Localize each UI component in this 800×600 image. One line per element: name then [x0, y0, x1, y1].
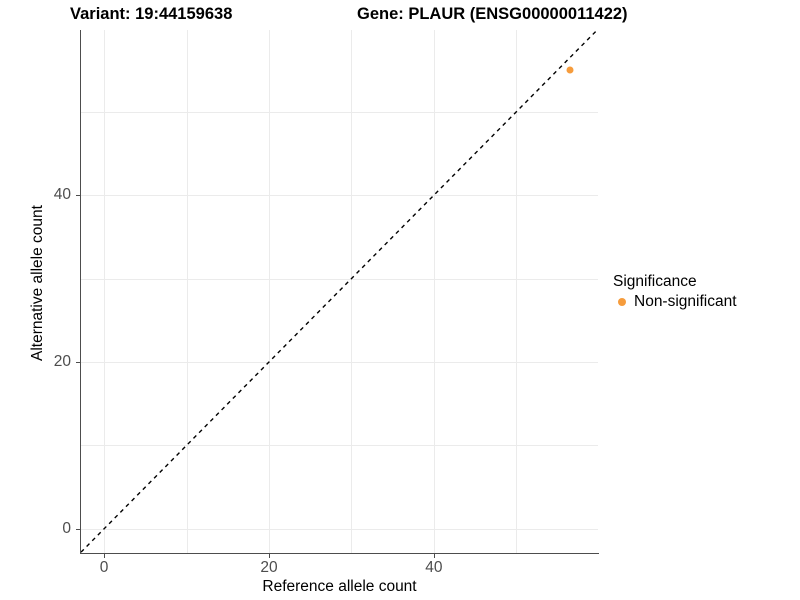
- y-tick-mark: [76, 195, 80, 197]
- title-row: Variant: 19:44159638 Gene: PLAUR (ENSG00…: [0, 4, 800, 28]
- legend: Significance Non-significant: [613, 272, 737, 311]
- y-tick-mark: [76, 528, 80, 530]
- y-axis-line: [80, 30, 82, 554]
- gridline-horizontal: [81, 195, 598, 197]
- x-tick-mark: [104, 554, 106, 558]
- variant-title: Variant: 19:44159638: [70, 5, 233, 23]
- gridline-horizontal: [81, 445, 598, 447]
- legend-item-label: Non-significant: [634, 293, 737, 310]
- legend-dot-icon: [618, 298, 626, 306]
- gridline-horizontal: [81, 528, 598, 530]
- y-tick-mark: [76, 361, 80, 363]
- legend-key: [613, 293, 631, 311]
- gridline-vertical: [433, 30, 435, 553]
- y-tick-label: 0: [62, 519, 71, 537]
- x-tick-label: 0: [99, 559, 109, 576]
- gridline-horizontal: [81, 278, 598, 280]
- gridline-vertical: [269, 30, 270, 553]
- x-axis-title: Reference allele count: [262, 578, 417, 595]
- legend-items: Non-significant: [613, 293, 737, 311]
- identity-reference-line: [81, 30, 598, 553]
- y-tick-label: 20: [53, 352, 71, 370]
- legend-title: Significance: [613, 273, 697, 290]
- x-tick-label: 20: [260, 559, 278, 576]
- gridline-horizontal: [81, 111, 598, 113]
- gridline-vertical: [186, 30, 188, 553]
- x-tick-mark: [433, 554, 435, 558]
- plot-panel: [81, 30, 598, 553]
- gene-title: Gene: PLAUR (ENSG00000011422): [357, 5, 628, 23]
- scatter-point[interactable]: [566, 66, 574, 74]
- gridline-horizontal: [81, 361, 598, 363]
- gridline-vertical: [516, 30, 518, 553]
- legend-item[interactable]: Non-significant: [613, 293, 737, 311]
- x-tick-mark: [269, 554, 270, 558]
- y-tick-label: 40: [53, 186, 71, 204]
- gridline-vertical: [104, 30, 106, 553]
- gridline-vertical: [351, 30, 353, 553]
- x-tick-label: 40: [425, 559, 443, 576]
- y-axis-title: Alternative allele count: [29, 205, 46, 361]
- x-axis-line: [81, 552, 599, 554]
